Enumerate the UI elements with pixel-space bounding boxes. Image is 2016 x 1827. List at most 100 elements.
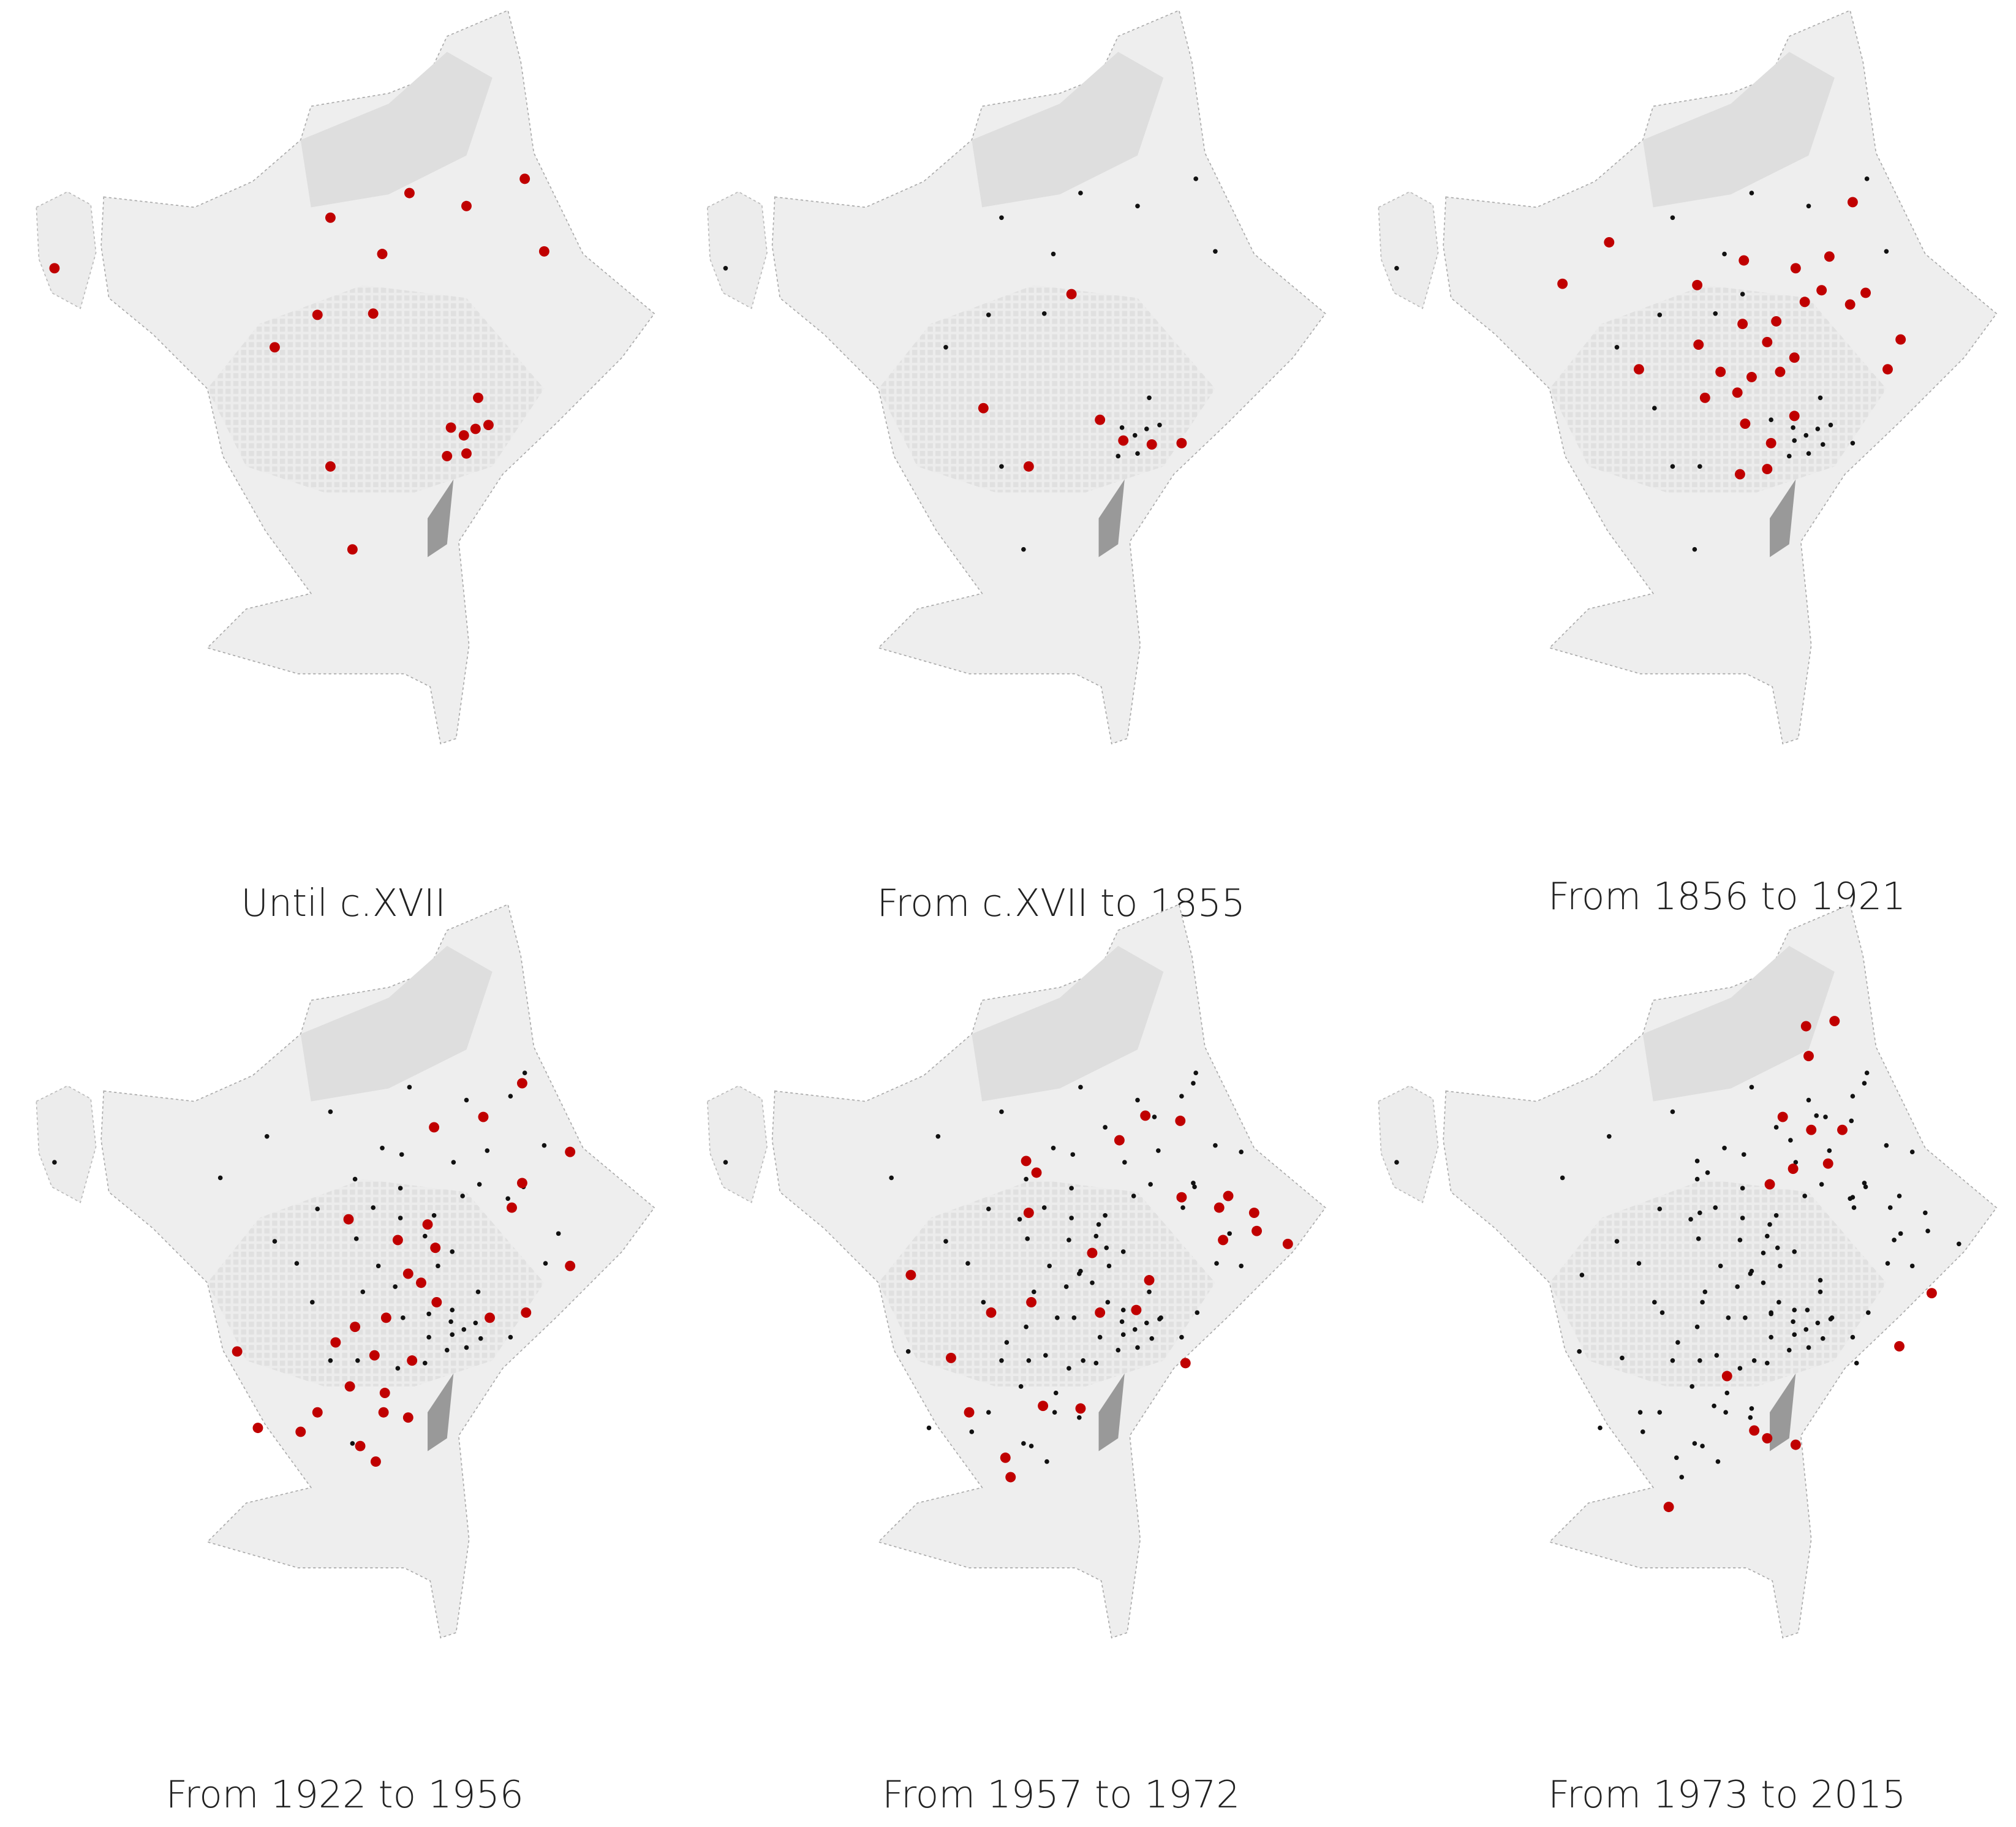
new-site (1764, 1179, 1775, 1190)
earlier-site (1043, 1353, 1048, 1358)
new-site (1746, 371, 1757, 382)
city-map (1378, 904, 1998, 1639)
earlier-site (272, 1239, 277, 1244)
earlier-site (355, 1358, 360, 1363)
new-site (521, 1307, 532, 1318)
earlier-site (328, 1109, 333, 1114)
earlier-site (1122, 1160, 1127, 1165)
earlier-site (1670, 215, 1675, 221)
earlier-site (542, 1143, 547, 1148)
new-site (516, 1078, 527, 1089)
earlier-site (1103, 1212, 1108, 1218)
new-site (461, 200, 472, 211)
new-site (1066, 289, 1077, 300)
earlier-site (1191, 1081, 1196, 1086)
earlier-site (1773, 1125, 1779, 1130)
earlier-site (1069, 1216, 1074, 1220)
earlier-site (1120, 1307, 1126, 1312)
earlier-site (1827, 1148, 1832, 1153)
earlier-site (1213, 1143, 1218, 1148)
earlier-site (1741, 1152, 1746, 1157)
new-site (470, 423, 481, 434)
earlier-site (1239, 1149, 1244, 1154)
earlier-site (1925, 1228, 1930, 1233)
earlier-site (965, 1261, 970, 1266)
earlier-site (1193, 1070, 1198, 1075)
new-site (1788, 1163, 1799, 1174)
map-panel (706, 9, 1326, 745)
new-site (1557, 278, 1568, 289)
new-site (1699, 392, 1710, 403)
earlier-site (1067, 1238, 1071, 1243)
new-site (1692, 279, 1703, 290)
earlier-site (1029, 1443, 1034, 1449)
earlier-site (1862, 1181, 1867, 1186)
earlier-site (1026, 1358, 1032, 1363)
earlier-site (1047, 1263, 1052, 1269)
earlier-site (1718, 1263, 1723, 1269)
earlier-site (1106, 1263, 1112, 1269)
earlier-site (315, 1206, 320, 1212)
earlier-site (999, 1358, 1004, 1363)
earlier-site (1675, 1340, 1680, 1345)
earlier-site (1157, 422, 1162, 428)
new-site (1023, 461, 1034, 472)
earlier-site (1806, 1097, 1811, 1103)
earlier-site (1714, 1353, 1720, 1358)
new-site (1114, 1135, 1125, 1146)
earlier-site (371, 1205, 376, 1210)
earlier-site (1820, 1336, 1825, 1341)
earlier-site (1239, 1263, 1244, 1269)
new-site (370, 1456, 381, 1467)
new-site (1140, 1110, 1151, 1121)
new-site (519, 173, 530, 184)
earlier-site (1090, 1280, 1095, 1285)
new-site (1860, 287, 1871, 298)
new-site (429, 1122, 440, 1133)
city-map (706, 904, 1326, 1639)
new-site (538, 246, 549, 257)
earlier-site (1135, 1345, 1140, 1350)
earlier-site (1670, 1109, 1675, 1114)
earlier-site (522, 1070, 527, 1075)
earlier-site (1849, 1118, 1854, 1124)
earlier-site (398, 1186, 403, 1191)
earlier-site (1818, 1277, 1823, 1283)
earlier-site (1748, 1415, 1753, 1420)
earlier-site (1803, 1327, 1809, 1332)
earlier-site (350, 1441, 355, 1446)
new-site (1771, 316, 1782, 327)
new-site (1026, 1297, 1037, 1307)
new-site (1715, 366, 1726, 377)
city-map (36, 9, 655, 745)
new-site (1144, 1275, 1155, 1285)
city-map (36, 904, 655, 1639)
earlier-site (1041, 1205, 1047, 1210)
earlier-site (1740, 1216, 1745, 1220)
earlier-site (473, 1320, 478, 1326)
new-site (1734, 469, 1745, 480)
earlier-site (1637, 1410, 1643, 1415)
earlier-site (1775, 1245, 1780, 1250)
new-site (431, 1297, 442, 1307)
earlier-site (460, 1193, 465, 1198)
earlier-site (1773, 1212, 1779, 1218)
earlier-site (398, 1216, 403, 1220)
panel-label: From c.XVII to 1855 (877, 882, 1245, 925)
earlier-site (1909, 1149, 1915, 1154)
earlier-site (1120, 1249, 1126, 1254)
earlier-site (1792, 1249, 1797, 1254)
earlier-site (1898, 1231, 1903, 1236)
new-site (312, 309, 323, 320)
earlier-site (1792, 1307, 1797, 1312)
earlier-site (1135, 203, 1140, 209)
new-site (483, 420, 494, 431)
earlier-site (1149, 1336, 1155, 1341)
earlier-site (1071, 1315, 1077, 1320)
new-site (368, 308, 379, 319)
earlier-site (1598, 1425, 1603, 1431)
earlier-site (393, 1284, 398, 1289)
earlier-site (1577, 1349, 1582, 1354)
earlier-site (1031, 1289, 1036, 1295)
